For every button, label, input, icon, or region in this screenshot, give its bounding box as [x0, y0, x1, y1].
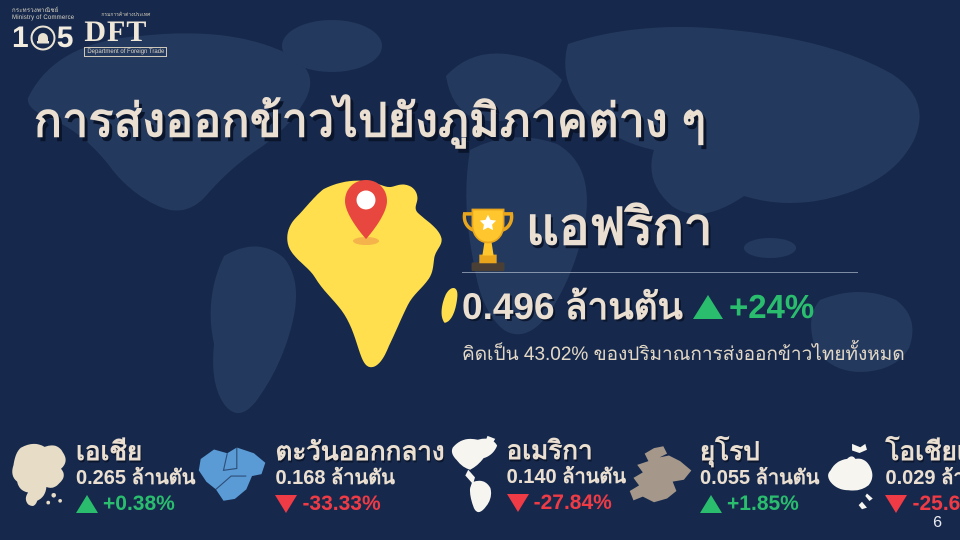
dft-logo: กรมการค้าต่างประเทศ DFT Department of Fo…: [84, 12, 168, 57]
highlight-volume: 0.496 ล้านตัน: [462, 286, 683, 327]
region-name: เอเชีย: [76, 436, 143, 466]
dft-name-thai: กรมการค้าต่างประเทศ: [101, 12, 151, 18]
continent-australia: [811, 292, 913, 372]
ministry-name-thai: กระทรวงพาณิชย์: [12, 8, 59, 14]
continent-greenland: [282, 20, 382, 72]
anniversary-digit: 1: [12, 21, 29, 54]
ministry-emblem-icon: [30, 25, 56, 51]
up-triangle-icon: [76, 495, 98, 513]
highlight-region-name: แอฟริกา: [526, 198, 713, 255]
page-number: 6: [933, 514, 942, 531]
region-volume: 0.029 ล้านตัน: [885, 467, 960, 489]
middle-east-map-icon: [199, 447, 266, 501]
divider-line: [462, 272, 858, 273]
down-triangle-icon: [885, 495, 908, 513]
region-change: -25.64%: [885, 492, 960, 516]
region-name: ยุโรป: [700, 436, 760, 466]
anniversary-digit: 5: [56, 21, 74, 54]
region-oceania: โอเชียเนีย 0.029 ล้านตัน -25.64%: [819, 437, 960, 516]
region-name: โอเชียเนีย: [885, 436, 960, 466]
region-name: อเมริกา: [506, 434, 593, 465]
up-triangle-icon: [692, 294, 723, 319]
asia-map-icon: [12, 443, 66, 506]
region-name: ตะวันออกกลาง: [275, 436, 445, 466]
region-change: -33.33%: [275, 492, 444, 516]
region-row: เอเชีย 0.265 ล้านตัน +0.38% ตะวันออกกลาง…: [8, 434, 960, 516]
down-triangle-icon: [506, 493, 529, 512]
oceania-map-icon: [828, 443, 874, 509]
highlight-share-note: คิดเป็น 43.02% ของปริมาณการส่งออกข้าวไทย…: [462, 344, 905, 365]
region-americas: อเมริกา 0.140 ล้านตัน -27.84%: [445, 434, 626, 516]
region-middle-east: ตะวันออกกลาง 0.168 ล้านตัน -33.33%: [195, 436, 445, 516]
slide-title: การส่งออกข้าวไปยังภูมิภาคต่าง ๆ: [34, 94, 707, 146]
highlight-block: แอฟริกา 0.496 ล้านตัน +24% คิดเป็น 43.02…: [462, 196, 905, 369]
dft-caption: Department of Foreign Trade: [84, 47, 168, 57]
region-change: +0.38%: [76, 492, 195, 516]
ministry-105-logo: กระทรวงพาณิชย์ Ministry of Commerce 1 5: [12, 8, 74, 53]
dft-wordmark: DFT: [84, 15, 148, 48]
region-volume: 0.055 ล้านตัน: [700, 467, 820, 489]
africa-map: [287, 180, 458, 368]
continent-europe: [446, 53, 562, 122]
islands-sea: [744, 238, 796, 258]
continent-north-america: [27, 33, 311, 211]
continent-africa-silhouette: [466, 137, 587, 335]
americas-map-icon: [451, 435, 497, 513]
trophy-icon: [462, 208, 514, 272]
ministry-name-en: Ministry of Commerce: [12, 15, 75, 21]
down-triangle-icon: [275, 495, 298, 513]
logo-group: กระทรวงพาณิชย์ Ministry of Commerce 1 5 …: [12, 8, 168, 57]
continent-asia: [565, 27, 920, 214]
region-volume: 0.168 ล้านตัน: [275, 467, 395, 489]
region-volume: 0.265 ล้านตัน: [76, 467, 196, 489]
region-europe: ยุโรป 0.055 ล้านตัน +1.85%: [626, 437, 819, 516]
region-change: -27.84%: [506, 491, 626, 515]
region-asia: เอเชีย 0.265 ล้านตัน +0.38%: [8, 437, 195, 516]
location-pin-icon: [345, 180, 387, 245]
region-volume: 0.140 ล้านตัน: [506, 465, 627, 488]
highlight-change: +24%: [692, 288, 814, 326]
madagascar-shape: [441, 287, 458, 323]
europe-map-icon: [629, 445, 692, 502]
continent-south-america: [210, 246, 296, 414]
up-triangle-icon: [700, 495, 723, 513]
region-change: +1.85%: [700, 492, 819, 516]
